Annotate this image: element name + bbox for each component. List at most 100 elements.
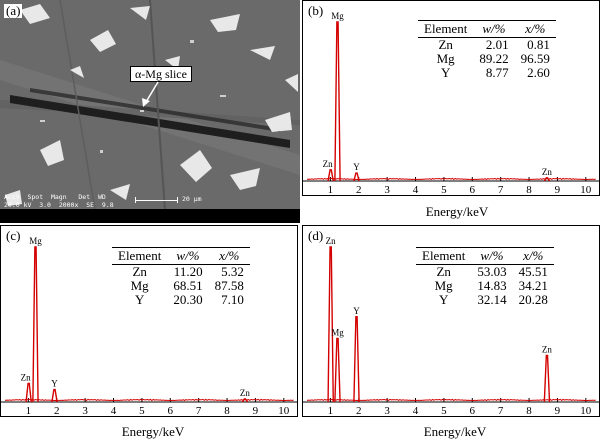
x-tick-label: 9 xyxy=(555,184,561,196)
cell-w: 32.14 xyxy=(477,292,507,307)
scale-bar-line xyxy=(135,200,177,201)
cell-w: 11.20 xyxy=(173,264,203,279)
cell-element: Zn xyxy=(436,264,451,279)
sem-header-accv: AccV xyxy=(4,193,20,201)
cell-element: Zn xyxy=(132,264,147,279)
x-tick-label: 8 xyxy=(224,405,230,417)
cell-x: 34.21 xyxy=(518,278,548,293)
spectrum-peak xyxy=(334,337,341,403)
spectrum-peak xyxy=(241,398,249,403)
cell-x: 20.28 xyxy=(518,292,548,307)
table-row: Mg 89.22 96.59 xyxy=(418,52,556,66)
x-tick-label: 9 xyxy=(555,405,561,417)
peak-label: Y xyxy=(51,379,58,389)
alpha-mg-slice-callout: α-Mg slice xyxy=(130,66,192,82)
composition-table-d: Element w/% x/% Zn 53.03 45.51 Mg 14.83 34.2… xyxy=(416,247,554,307)
x-axis-label-b: Energy/keV xyxy=(425,204,489,219)
scale-bar-tick-left xyxy=(135,197,136,203)
x-tick-label: 3 xyxy=(384,184,390,196)
spectrum-baseline xyxy=(307,177,596,181)
panel-c: 1 2 3 4 5 6 7 8 9 10 Mg Zn Y Zn (c) Element w/% x/% Z… xyxy=(0,225,298,444)
th-element: Element xyxy=(416,247,472,265)
th-w-percent: w/% xyxy=(473,20,515,38)
spectrum-peak xyxy=(353,316,360,403)
x-tick-label: 8 xyxy=(526,405,532,417)
panel-a: AccV Spot Magn Det WD 20.0 kV 3.0 2000x … xyxy=(0,0,300,223)
panel-b: 1 2 3 4 5 6 7 8 9 10 Mg Zn Y Zn (b) Element w/% x/% Z… xyxy=(302,0,600,222)
cell-w: 20.30 xyxy=(173,292,203,307)
spectrum-peak xyxy=(32,246,39,403)
x-tick-label: 2 xyxy=(54,405,60,417)
cell-x: 7.10 xyxy=(221,292,244,307)
x-tick-label: 8 xyxy=(526,184,532,196)
th-w-percent: w/% xyxy=(167,247,209,265)
peak-label: Zn xyxy=(542,167,552,177)
cell-w: 8.77 xyxy=(485,65,509,80)
scale-bar-label: 20 μm xyxy=(182,195,202,203)
table-row: Y 20.30 7.10 xyxy=(112,293,250,307)
composition-table-c: Element w/% x/% Zn 11.20 5.32 Mg 68.51 87.58… xyxy=(112,247,250,307)
x-tick-label: 1 xyxy=(328,405,334,417)
x-tick-label: 2 xyxy=(356,405,362,417)
spectrum-peak xyxy=(334,21,341,182)
sem-info-bar xyxy=(0,209,300,223)
cell-x: 87.58 xyxy=(214,278,244,293)
x-tick-label: 10 xyxy=(580,405,592,417)
cell-x: 2.60 xyxy=(527,65,550,80)
x-tick-label: 5 xyxy=(139,405,145,417)
spectrum-peak xyxy=(353,172,360,182)
peak-label: Y xyxy=(353,162,360,172)
sem-value-wd: 9.8 xyxy=(101,201,114,209)
x-tick-label: 4 xyxy=(111,405,117,417)
x-tick-label: 1 xyxy=(26,405,32,417)
sem-value-det: SE xyxy=(86,201,95,209)
sem-value-accv: 20.0 kV xyxy=(4,201,32,209)
table-row: Y 32.14 20.28 xyxy=(416,293,554,307)
th-element: Element xyxy=(112,247,168,265)
cell-w: 14.83 xyxy=(477,278,507,293)
spectrum-peak xyxy=(327,169,334,182)
sem-header-det: Det xyxy=(78,193,91,201)
table-row: Mg 68.51 87.58 xyxy=(112,279,250,293)
spectrum-peak xyxy=(51,388,58,403)
x-tick-label: 4 xyxy=(413,405,419,417)
peak-label: Zn xyxy=(326,236,336,246)
x-tick-label: 6 xyxy=(168,405,174,417)
th-x-percent: x/% xyxy=(512,247,554,265)
sem-header-row: AccV Spot Magn Det WD xyxy=(4,194,106,201)
sem-header-wd: WD xyxy=(97,193,106,201)
table-row: Mg 14.83 34.21 xyxy=(416,279,554,293)
sem-texture xyxy=(0,0,300,223)
x-axis-label-c: Energy/keV xyxy=(121,424,185,439)
x-tick-label: 9 xyxy=(253,405,259,417)
table-row: Zn 2.01 0.81 xyxy=(418,38,556,53)
table-row: Zn 53.03 45.51 xyxy=(416,265,554,280)
th-element: Element xyxy=(418,20,474,38)
cell-element: Zn xyxy=(438,37,453,52)
peak-label: Y xyxy=(353,306,360,316)
th-x-percent: x/% xyxy=(208,247,250,265)
peak-label: Zn xyxy=(542,345,552,355)
spectrum-peak xyxy=(25,382,32,403)
cell-w: 53.03 xyxy=(477,264,507,279)
spectrum-baseline xyxy=(5,398,294,402)
cell-element: Mg xyxy=(436,51,455,66)
cell-x: 96.59 xyxy=(520,51,550,66)
x-tick-label: 7 xyxy=(498,405,504,417)
x-tick-label: 2 xyxy=(356,184,362,196)
cell-w: 68.51 xyxy=(173,278,203,293)
x-tick-label: 6 xyxy=(470,405,476,417)
table-row: Y 8.77 2.60 xyxy=(418,66,556,80)
cell-w: 89.22 xyxy=(479,51,509,66)
panel-a-label: (a) xyxy=(4,3,23,18)
x-tick-label: 3 xyxy=(82,405,88,417)
sem-value-magn: 2000x xyxy=(58,201,79,209)
sem-value-spot: 3.0 xyxy=(39,201,51,209)
x-tick-label: 10 xyxy=(580,184,592,196)
peak-label: Zn xyxy=(240,388,250,398)
composition-table-b: Element w/% x/% Zn 2.01 0.81 Mg 89.22 96.59 … xyxy=(418,20,556,80)
x-tick-label: 10 xyxy=(278,405,290,417)
peak-label: Zn xyxy=(21,372,31,382)
x-tick-label: 4 xyxy=(413,184,419,196)
